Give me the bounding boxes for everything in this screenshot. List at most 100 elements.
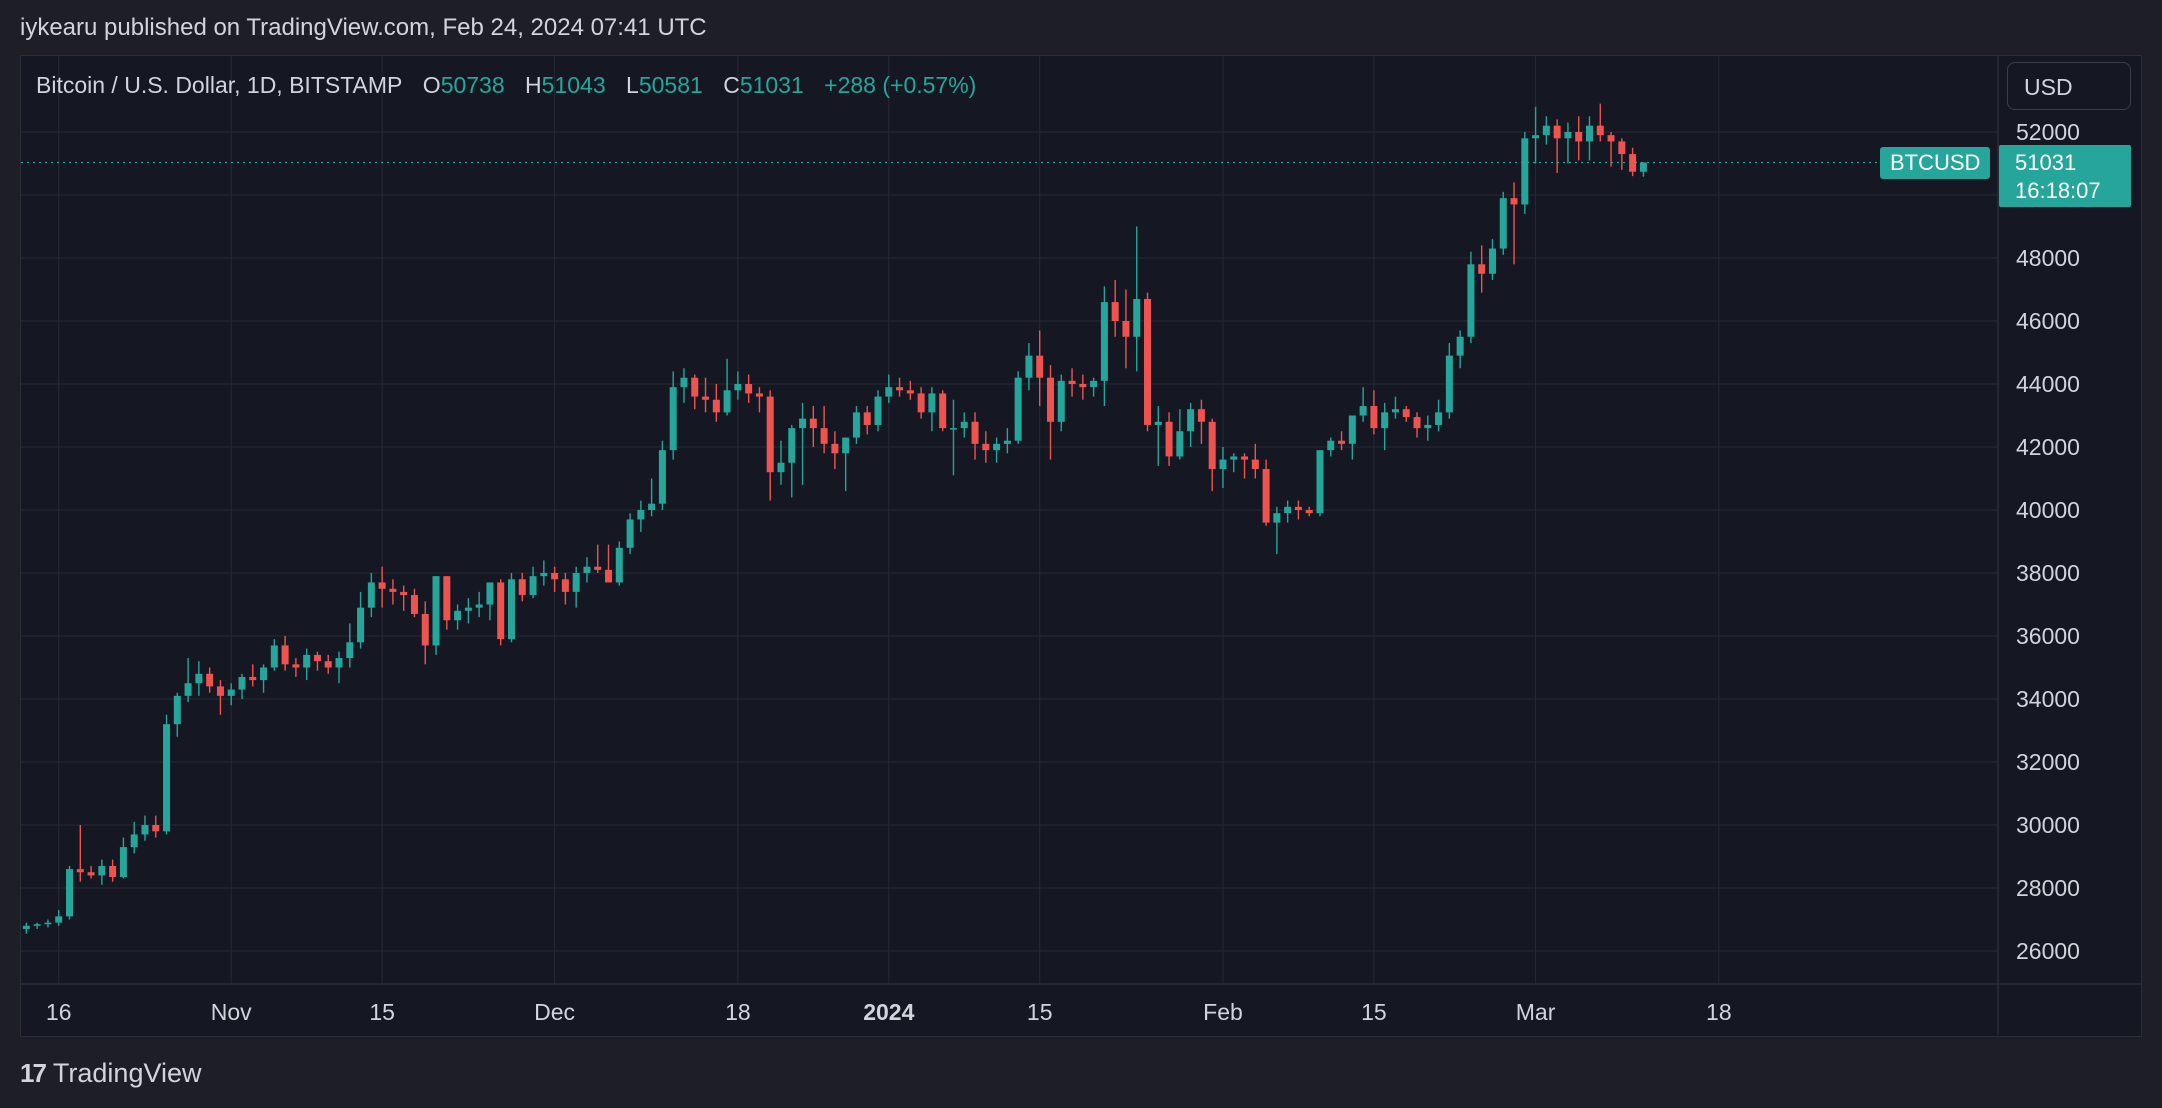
candle: [109, 859, 117, 882]
candle: [669, 371, 677, 460]
y-tick-label: 28000: [2016, 875, 2080, 901]
candle: [723, 358, 731, 416]
candle: [227, 683, 235, 706]
candle-body: [195, 673, 203, 684]
candle: [906, 380, 914, 400]
y-tick-label: 42000: [2016, 434, 2080, 460]
candle: [1090, 377, 1098, 397]
candle: [367, 573, 375, 618]
symbol-description[interactable]: Bitcoin / U.S. Dollar, 1D, BITSTAMP: [36, 72, 403, 98]
candle-body: [680, 377, 688, 388]
candle-body: [529, 576, 537, 596]
candle: [1241, 453, 1249, 479]
x-tick-label: 16: [46, 999, 72, 1025]
candle-body: [766, 396, 774, 473]
candle: [249, 664, 257, 687]
candle: [540, 560, 548, 586]
candle-body: [141, 825, 149, 835]
candle-body: [1435, 412, 1443, 425]
candle-body: [1348, 415, 1356, 444]
candle: [475, 591, 483, 618]
candle: [755, 387, 763, 413]
chart-frame[interactable]: [20, 55, 2142, 1037]
last-price-value: 51031: [2015, 150, 2077, 175]
y-tick-label: 30000: [2016, 812, 2080, 838]
candle: [1068, 368, 1076, 397]
candle-body: [378, 582, 386, 589]
candle: [1510, 182, 1518, 265]
high-value: 51043: [541, 72, 606, 98]
candle-body: [1359, 406, 1367, 416]
candle-body: [335, 658, 343, 668]
candle: [66, 865, 74, 920]
candle-body: [1629, 154, 1637, 172]
x-tick-label: 15: [1361, 999, 1387, 1025]
candle-body: [281, 645, 289, 665]
candle-body: [1370, 406, 1378, 429]
candle: [1187, 402, 1195, 447]
candle: [1456, 330, 1464, 369]
candle-body: [928, 393, 936, 413]
candle: [1553, 119, 1561, 173]
open-value: 50738: [440, 72, 505, 98]
candle-body: [723, 390, 731, 413]
candle: [1176, 409, 1184, 460]
candle: [486, 582, 494, 621]
candle-body: [1090, 380, 1098, 388]
candle-body: [1478, 264, 1486, 274]
candle-body: [1294, 506, 1302, 510]
candle: [1445, 343, 1453, 419]
candle: [163, 714, 171, 835]
candle-body: [809, 418, 817, 429]
tick-labels: 26000 28000 30000 32000 34000 36000 38000 40000…: [46, 119, 2080, 1025]
candle: [1003, 428, 1011, 454]
candle-body: [1413, 417, 1421, 429]
candle: [119, 837, 127, 879]
candle: [583, 557, 591, 583]
currency-button[interactable]: USD: [2007, 62, 2131, 110]
candle: [551, 566, 559, 592]
candle-body: [1467, 264, 1475, 337]
candle: [971, 412, 979, 460]
candle-body: [1208, 421, 1216, 470]
candle: [1381, 402, 1389, 451]
candle: [1607, 132, 1615, 167]
candle: [928, 387, 936, 432]
candle-body: [1251, 459, 1259, 470]
candle-body: [1391, 409, 1399, 413]
candle-body: [464, 607, 472, 611]
candle: [702, 377, 710, 413]
axes: [21, 56, 2141, 1035]
candle-body: [1381, 412, 1389, 429]
candle: [195, 661, 203, 696]
candle: [896, 377, 904, 397]
candle-body: [1003, 440, 1011, 444]
candle: [1499, 191, 1507, 255]
last-price-label: 51031 16:18:07: [1999, 145, 2131, 207]
candle: [1359, 387, 1367, 422]
candle: [410, 588, 418, 618]
candle: [44, 919, 52, 928]
candle-body: [820, 428, 828, 444]
candle-body: [1542, 125, 1550, 136]
candle: [691, 374, 699, 410]
candle: [1435, 399, 1443, 432]
candle: [432, 576, 440, 655]
candle-body: [249, 676, 257, 681]
candle-body: [1111, 302, 1119, 321]
candle-body: [831, 443, 839, 454]
candle: [1478, 245, 1486, 293]
candle: [152, 815, 160, 838]
candle-body: [561, 579, 569, 592]
candle-body: [1338, 440, 1346, 444]
candle-body: [66, 869, 74, 917]
x-tick-label: 2024: [863, 999, 914, 1025]
candle: [874, 390, 882, 432]
tradingview-logo[interactable]: 17 TradingView: [20, 1058, 202, 1089]
tradingview-logo-icon: 17: [20, 1058, 47, 1088]
candle-body: [594, 566, 602, 570]
candle: [1294, 500, 1302, 520]
candle: [1618, 138, 1626, 170]
candle-body: [734, 384, 742, 391]
